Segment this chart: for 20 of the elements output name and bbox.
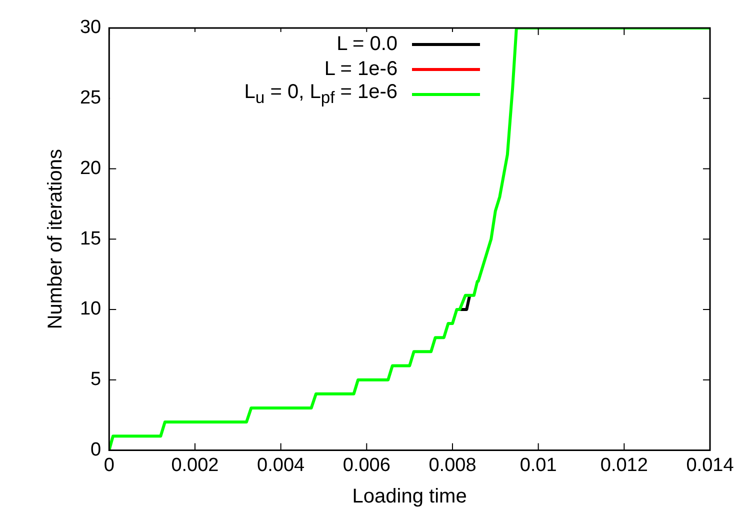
y-tick-label: 5 [90,369,102,390]
x-tick-label: 0.002 [171,454,219,476]
y-tick-label: 15 [80,228,102,250]
x-tick-label: 0.008 [428,454,476,476]
legend-label: L = 1e-6 [324,58,398,81]
x-tick-label: 0.01 [520,454,557,476]
y-tick-label: 10 [80,298,102,320]
x-tick-label: 0 [104,454,114,476]
x-axis-title: Loading time [352,486,467,508]
x-tick-label: 0.004 [257,454,306,476]
y-tick-label: 0 [90,439,102,460]
legend-label: L$_{u}$ = 0, L$_{pf}$ = 1e-6 [244,81,398,108]
y-tick-label: 30 [80,17,102,38]
x-tick-label: 0.012 [600,454,648,476]
y-tick-label: 25 [80,88,102,109]
y-tick-label: 20 [80,158,102,179]
x-tick-label: 0.014 [686,454,734,476]
y-axis-title: Number of iterations [44,149,67,330]
legend-label: L = 0.0 [336,33,398,56]
x-tick-label: 0.006 [342,454,390,476]
